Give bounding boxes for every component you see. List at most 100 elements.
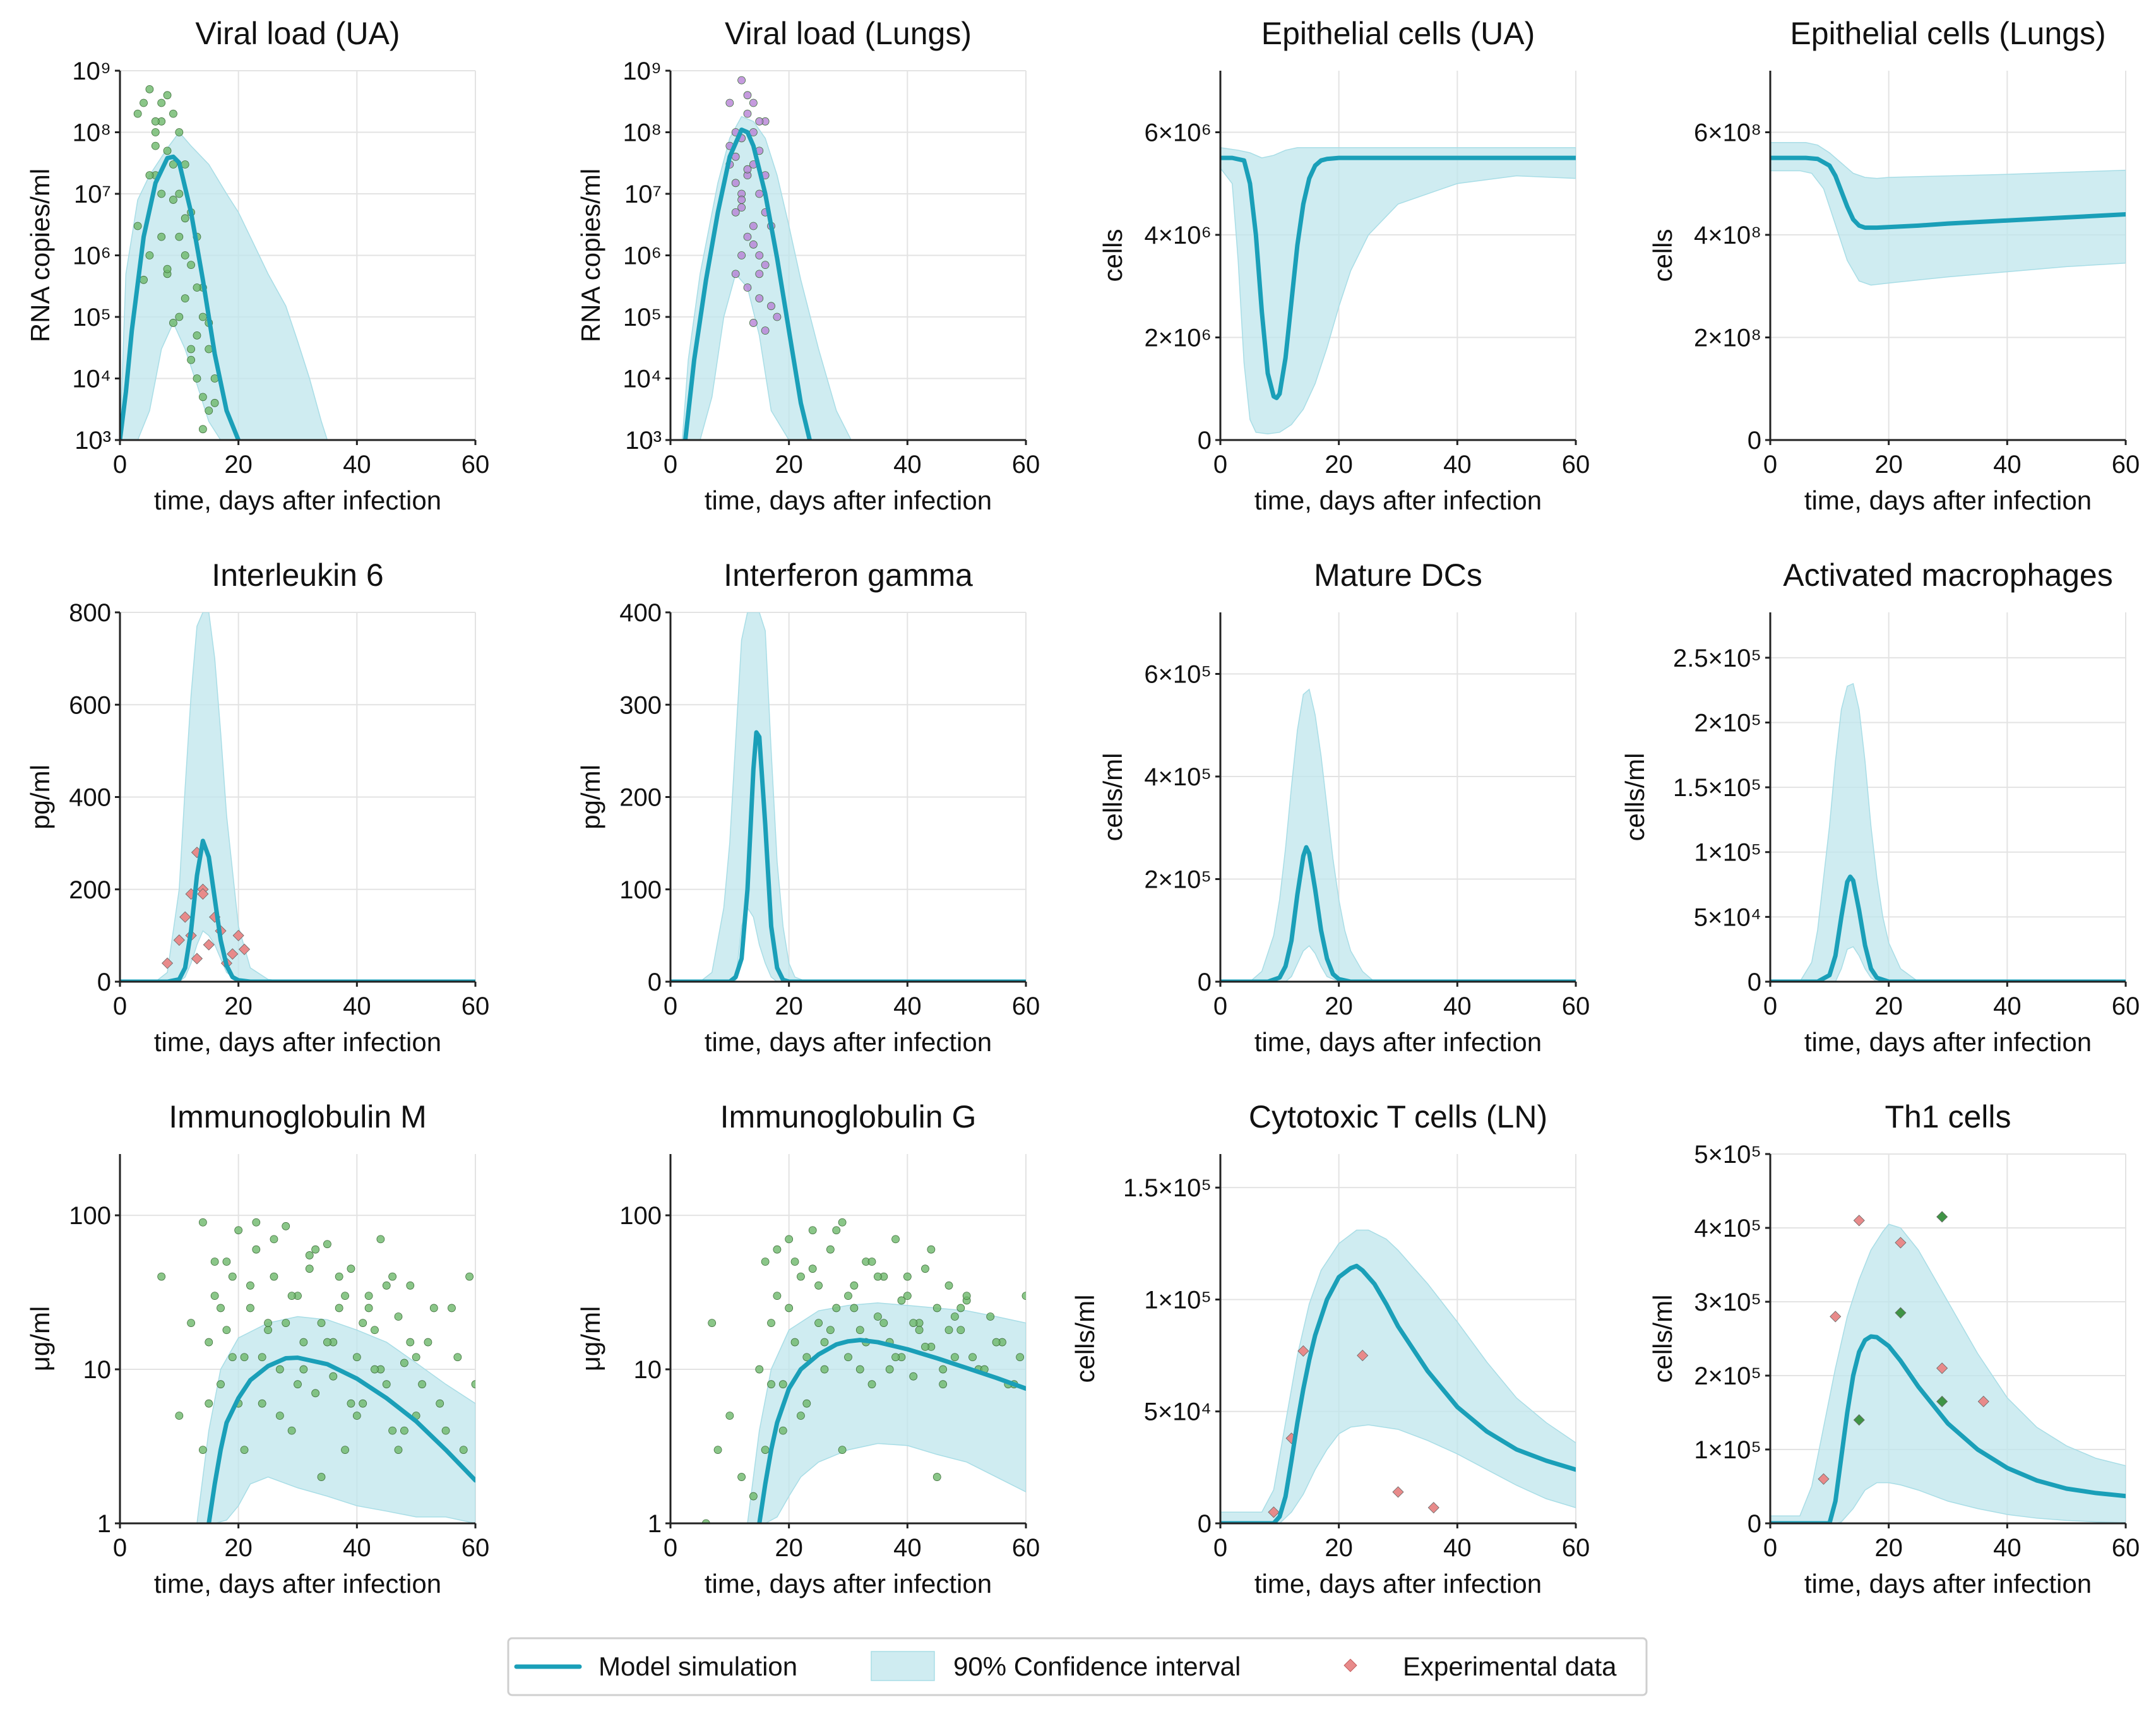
chart-11-ytick-5: 5×10⁵	[1694, 1141, 1761, 1169]
chart-9: 0 20 40 60 1 10 100 Immunoglobulin G time, days …	[576, 1099, 1040, 1598]
chart-11-xtick-2: 40	[1993, 1534, 2022, 1562]
chart-0-exp-point	[140, 275, 148, 284]
chart-8-exp-point	[287, 1292, 296, 1300]
chart-0-model-line	[120, 154, 241, 440]
chart-0-exp-point	[151, 128, 160, 136]
chart-11-exp2-point	[1936, 1395, 1948, 1408]
chart-9-exp-point	[820, 1338, 829, 1347]
chart-9-exp-point	[956, 1304, 965, 1312]
chart-8-xlabel: time, days after infection	[154, 1569, 441, 1598]
chart-1-ytick-3: 10⁶	[623, 242, 662, 270]
chart-9-exp-point	[761, 1258, 770, 1266]
chart-11-xtick-3: 60	[2112, 1534, 2140, 1562]
chart-8-xtick-1: 20	[224, 1534, 253, 1562]
chart-1-exp-point	[743, 232, 752, 241]
chart-8-exp-point	[252, 1245, 261, 1254]
chart-10-title: Cytotoxic T cells (LN)	[1249, 1099, 1547, 1134]
chart-0-title: Viral load (UA)	[195, 16, 400, 51]
chart-1-exp-point	[749, 98, 758, 107]
chart-8-exp-point	[364, 1304, 373, 1312]
chart-8-exp-point	[210, 1258, 219, 1266]
chart-9-exp-point	[797, 1272, 805, 1281]
chart-10-exp-point	[1297, 1345, 1309, 1357]
chart-10-exp-point	[1392, 1486, 1404, 1498]
chart-7-xtick-2: 40	[1993, 992, 2022, 1020]
chart-8-xtick-2: 40	[343, 1534, 371, 1562]
chart-8-exp-point	[453, 1353, 462, 1362]
chart-1-exp-point	[731, 208, 740, 217]
chart-3-xtick-2: 40	[1993, 451, 2022, 479]
chart-11-exp-point	[1830, 1311, 1842, 1323]
chart-0-exp-point	[193, 374, 201, 383]
chart-4-exp-point	[179, 911, 191, 923]
chart-10-xlabel: time, days after infection	[1254, 1569, 1542, 1598]
chart-3-ytick-2: 4×10⁸	[1694, 222, 1761, 249]
chart-8-ytick-1: 10	[83, 1356, 112, 1384]
chart-1-ytick-4: 10⁷	[624, 181, 662, 208]
chart-8-exp-point	[471, 1380, 475, 1389]
chart-9-exp-point	[850, 1281, 859, 1290]
chart-8-exp-point	[205, 1338, 213, 1347]
chart-0-exp-point	[169, 109, 177, 118]
chart-9-ytick-0: 1	[648, 1510, 662, 1538]
chart-9-exp-point	[1016, 1353, 1025, 1362]
chart-11-ytick-1: 1×10⁵	[1694, 1436, 1761, 1464]
chart-5-xlabel: time, days after infection	[705, 1027, 992, 1057]
chart-8-exp-point	[441, 1426, 450, 1435]
chart-9-exp-point	[725, 1412, 734, 1420]
legend: Model simulation 90% Confidence interval…	[507, 1637, 1648, 1696]
chart-9-exp-point	[855, 1326, 864, 1335]
chart-7-model-line	[1770, 874, 2126, 982]
chart-8-xtick-3: 60	[462, 1534, 490, 1562]
chart-9-exp-point	[867, 1380, 876, 1389]
chart-0-data	[120, 85, 328, 440]
chart-9-ytick-1: 10	[634, 1356, 662, 1384]
chart-1-exp-point	[755, 251, 764, 259]
chart-0-exp-point	[205, 407, 213, 415]
chart-3-title: Epithelial cells (Lungs)	[1790, 16, 2105, 51]
chart-8-exp-point	[376, 1235, 385, 1244]
chart-5-ylabel: pg/ml	[576, 765, 605, 830]
chart-1-xlabel: time, days after infection	[705, 485, 992, 515]
chart-8-exp-point	[275, 1365, 284, 1374]
chart-9-xtick-2: 40	[893, 1534, 922, 1562]
chart-5-ytick-1: 100	[619, 876, 662, 904]
chart-0-exp-point	[145, 171, 154, 180]
chart-10-xtick-0: 0	[1213, 1534, 1227, 1562]
chart-1-exp-point	[761, 261, 770, 270]
chart-8-exp-point	[359, 1399, 367, 1408]
chart-9-exp-point	[885, 1365, 894, 1374]
chart-9-exp-point	[944, 1281, 953, 1290]
chart-7-xlabel: time, days after infection	[1804, 1027, 2092, 1057]
chart-0-exp-point	[198, 393, 207, 402]
chart-1-ytick-1: 10⁴	[622, 366, 662, 393]
chart-3-model-line	[1770, 155, 2126, 230]
chart-8-exp-point	[424, 1338, 432, 1347]
chart-11-data	[1770, 1211, 2126, 1523]
chart-1-exp-point	[755, 189, 764, 198]
chart-6-xtick-3: 60	[1562, 992, 1590, 1020]
chart-8-exp-point	[299, 1365, 308, 1374]
chart-1-exp-point	[743, 165, 752, 174]
chart-9-exp-point	[814, 1281, 823, 1290]
chart-8-exp-point	[187, 1319, 196, 1328]
chart-0-exp-point	[133, 109, 142, 118]
legend-exp-marker	[1343, 1658, 1357, 1672]
chart-9-exp-point	[1021, 1292, 1026, 1300]
chart-10-confidence-band	[1220, 1229, 1576, 1523]
chart-10-xtick-3: 60	[1562, 1534, 1590, 1562]
chart-9-exp-point	[874, 1312, 882, 1321]
chart-9-exp-point	[773, 1245, 782, 1254]
chart-8-exp-point	[352, 1353, 361, 1362]
chart-0: 0 20 40 60 10³ 10⁴ 10⁵ 10⁶ 10⁷ 10⁸ 10⁹ Viral load (…	[25, 16, 489, 515]
chart-2-xtick-0: 0	[1213, 451, 1227, 479]
chart-0-exp-point	[175, 128, 184, 136]
chart-2-xtick-3: 60	[1562, 451, 1590, 479]
chart-8-exp-point	[311, 1245, 320, 1254]
chart-0-exp-point	[210, 398, 219, 407]
chart-9-exp-point	[986, 1312, 995, 1321]
chart-4-xlabel: time, days after infection	[154, 1027, 441, 1057]
chart-11-xtick-0: 0	[1763, 1534, 1777, 1562]
chart-9-exp-point	[932, 1304, 941, 1312]
